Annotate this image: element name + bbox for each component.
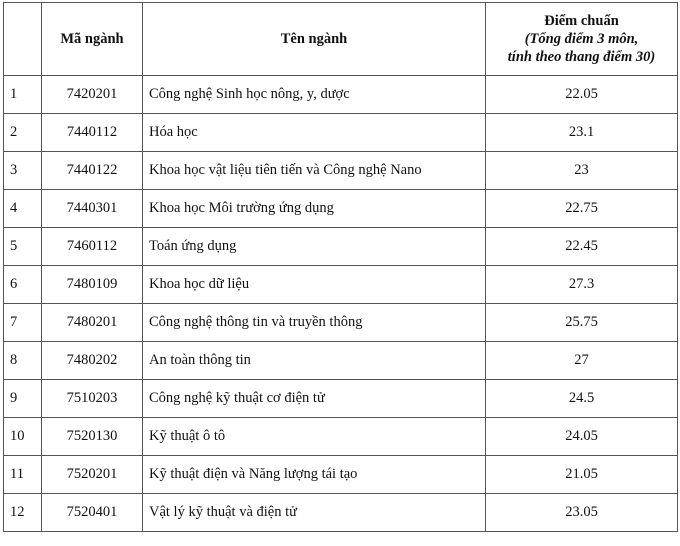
table-row: 3 7440122 Khoa học vật liệu tiên tiến và C… <box>3 151 678 190</box>
table-row: 5 7460112 Toán ứng dụng 22.45 <box>3 227 678 266</box>
table-row: 6 7480109 Khoa học dữ liệu 27.3 <box>3 265 678 304</box>
cell-name: Kỹ thuật ô tô <box>142 417 486 456</box>
cell-score: 23.1 <box>485 113 678 152</box>
cell-score: 24.5 <box>485 379 678 418</box>
cell-score: 23.05 <box>485 493 678 532</box>
cell-code: 7520401 <box>41 493 143 532</box>
header-code: Mã ngành <box>41 2 143 76</box>
cell-name: Khoa học Môi trường ứng dụng <box>142 189 486 228</box>
admission-score-table: Mã ngành Tên ngành Điểm chuẩn (Tổng điểm… <box>3 2 678 532</box>
cell-score: 23 <box>485 151 678 190</box>
cell-code: 7520130 <box>41 417 143 456</box>
cell-code: 7480201 <box>41 303 143 342</box>
cell-stt: 2 <box>3 113 42 152</box>
table-row: 8 7480202 An toàn thông tin 27 <box>3 341 678 380</box>
cell-name: Công nghệ Sinh học nông, y, dược <box>142 75 486 114</box>
cell-stt: 10 <box>3 417 42 456</box>
table-row: 4 7440301 Khoa học Môi trường ứng dụng 22.7… <box>3 189 678 228</box>
header-score: Điểm chuẩn (Tổng điểm 3 môn, tính theo t… <box>485 2 678 76</box>
table-row: 9 7510203 Công nghệ kỹ thuật cơ điện tử 24.… <box>3 379 678 418</box>
cell-code: 7480109 <box>41 265 143 304</box>
cell-name: Hóa học <box>142 113 486 152</box>
cell-code: 7440112 <box>41 113 143 152</box>
cell-name: Vật lý kỹ thuật và điện tử <box>142 493 486 532</box>
cell-stt: 9 <box>3 379 42 418</box>
table-row: 11 7520201 Kỹ thuật điện và Năng lượng tái… <box>3 455 678 494</box>
table-row: 1 7420201 Công nghệ Sinh học nông, y, dược… <box>3 75 678 114</box>
cell-code: 7420201 <box>41 75 143 114</box>
cell-stt: 12 <box>3 493 42 532</box>
header-stt <box>3 2 42 76</box>
cell-stt: 5 <box>3 227 42 266</box>
cell-name: Công nghệ thông tin và truyền thông <box>142 303 486 342</box>
cell-stt: 7 <box>3 303 42 342</box>
cell-stt: 11 <box>3 455 42 494</box>
cell-code: 7460112 <box>41 227 143 266</box>
cell-stt: 8 <box>3 341 42 380</box>
cell-name: An toàn thông tin <box>142 341 486 380</box>
cell-score: 22.45 <box>485 227 678 266</box>
cell-score: 25.75 <box>485 303 678 342</box>
cell-code: 7480202 <box>41 341 143 380</box>
table-row: 12 7520401 Vật lý kỹ thuật và điện tử 23.05 <box>3 493 678 532</box>
header-score-title: Điểm chuẩn <box>544 13 619 29</box>
header-score-note1: (Tổng điểm 3 môn, <box>524 31 639 47</box>
cell-score: 27.3 <box>485 265 678 304</box>
cell-name: Công nghệ kỹ thuật cơ điện tử <box>142 379 486 418</box>
header-score-note2: tính theo thang điểm 30) <box>507 49 656 65</box>
table-row: 10 7520130 Kỹ thuật ô tô 24.05 <box>3 417 678 456</box>
cell-code: 7440122 <box>41 151 143 190</box>
header-row: Mã ngành Tên ngành Điểm chuẩn (Tổng điểm… <box>3 2 678 76</box>
cell-stt: 3 <box>3 151 42 190</box>
cell-stt: 4 <box>3 189 42 228</box>
table-row: 7 7480201 Công nghệ thông tin và truyền th… <box>3 303 678 342</box>
cell-score: 21.05 <box>485 455 678 494</box>
cell-code: 7520201 <box>41 455 143 494</box>
cell-score: 22.75 <box>485 189 678 228</box>
cell-name: Khoa học vật liệu tiên tiến và Công nghệ… <box>142 151 486 190</box>
cell-score: 27 <box>485 341 678 380</box>
cell-code: 7510203 <box>41 379 143 418</box>
cell-code: 7440301 <box>41 189 143 228</box>
cell-name: Khoa học dữ liệu <box>142 265 486 304</box>
cell-stt: 1 <box>3 75 42 114</box>
cell-name: Kỹ thuật điện và Năng lượng tái tạo <box>142 455 486 494</box>
cell-score: 22.05 <box>485 75 678 114</box>
cell-name: Toán ứng dụng <box>142 227 486 266</box>
header-name: Tên ngành <box>142 2 486 76</box>
cell-score: 24.05 <box>485 417 678 456</box>
table-row: 2 7440112 Hóa học 23.1 <box>3 113 678 152</box>
cell-stt: 6 <box>3 265 42 304</box>
